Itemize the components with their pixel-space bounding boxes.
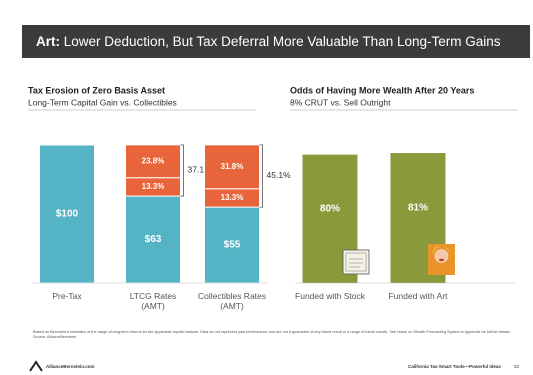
value-label: 80% bbox=[320, 203, 340, 214]
chart-subtitle: Long-Term Capital Gain vs. Collectibles bbox=[28, 97, 177, 107]
x-tick-label: Funded with Art bbox=[388, 291, 448, 301]
x-tick-label: Collectibles Rates (AMT) bbox=[197, 291, 267, 311]
bar-segment bbox=[204, 144, 260, 190]
stock-certificate-icon bbox=[342, 249, 370, 275]
value-label: 31.8% bbox=[221, 162, 244, 171]
x-tick-label: Pre-Tax bbox=[52, 291, 82, 301]
value-label: 13.3% bbox=[221, 193, 244, 202]
bar-segment bbox=[204, 206, 260, 284]
value-label: $55 bbox=[224, 240, 241, 251]
slide-title: Lower Deduction, But Tax Deferral More V… bbox=[63, 34, 501, 49]
value-label: $63 bbox=[145, 234, 162, 245]
page-number: 32 bbox=[514, 364, 520, 369]
footer-right: California Tax-Smart Tools—Powerful Idea… bbox=[408, 364, 501, 369]
bracket-label: 45.1% bbox=[267, 170, 292, 180]
footer-logo bbox=[29, 360, 43, 372]
bar-segment bbox=[125, 195, 181, 284]
value-label: 23.8% bbox=[142, 156, 165, 165]
value-label: 13.3% bbox=[142, 182, 165, 191]
title-lead: Art: bbox=[36, 34, 60, 49]
x-tick-label: Funded with Stock bbox=[295, 291, 365, 301]
value-label: 81% bbox=[408, 203, 428, 214]
footer: AllianceBernstein.com California Tax-Sma… bbox=[22, 361, 530, 373]
chart-title: Tax Erosion of Zero Basis Asset bbox=[28, 85, 165, 95]
slide-header: Art: Lower Deduction, But Tax Deferral M… bbox=[22, 25, 530, 58]
footnote: Based on Bernstein's estimates of the ra… bbox=[33, 330, 512, 339]
footer-left: AllianceBernstein.com bbox=[46, 364, 95, 369]
bar-segment bbox=[125, 144, 181, 179]
chart-subtitle: 8% CRUT vs. Sell Outright bbox=[290, 97, 391, 107]
bracket bbox=[180, 144, 184, 197]
x-tick-label: LTCG Rates (AMT) bbox=[129, 291, 177, 311]
artwork-icon bbox=[428, 244, 455, 275]
bracket bbox=[259, 144, 263, 208]
chart-title: Odds of Having More Wealth After 20 Year… bbox=[290, 85, 474, 95]
bracket-label: 37.1% bbox=[188, 165, 213, 175]
value-label: $100 bbox=[56, 209, 79, 220]
